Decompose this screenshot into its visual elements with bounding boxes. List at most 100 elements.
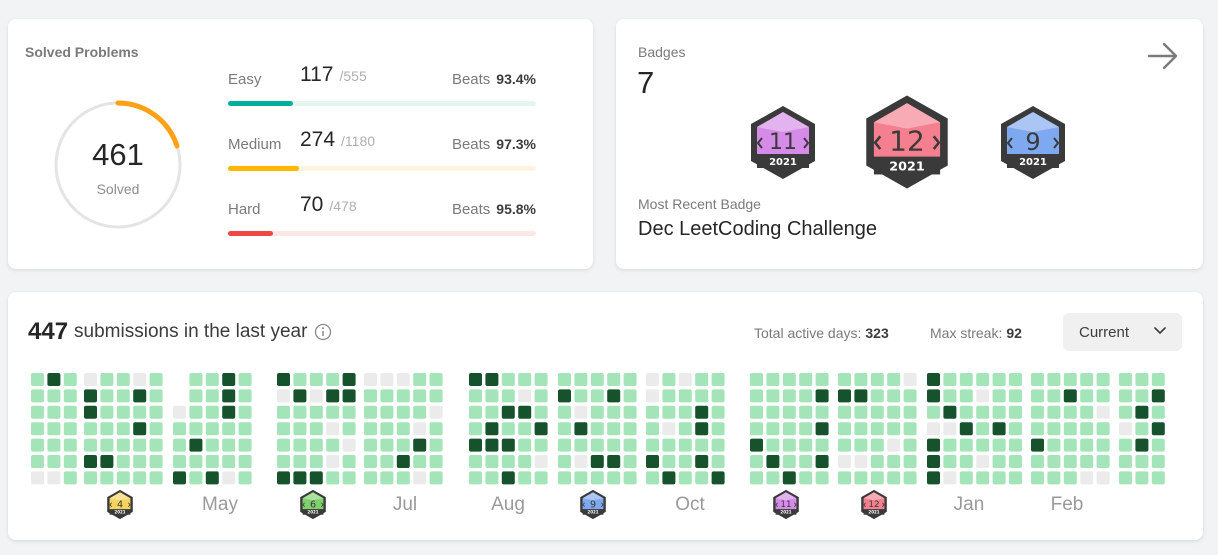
calendar-day-cell [959,471,973,485]
calendar-day-cell [976,438,990,452]
calendar-day-cell [662,422,676,436]
calendar-day-cell [903,389,917,403]
arrow-right-icon[interactable] [1146,41,1180,71]
calendar-day-cell [238,422,252,436]
calendar-day-cell [927,471,940,485]
badge-11[interactable]: 11 2021 [748,104,818,181]
calendar-day-cell [558,438,571,452]
calendar-day-cell [364,471,377,485]
calendar-day-cell [1119,389,1132,403]
calendar-day-cell [927,438,940,452]
calendar-day-cell [238,455,252,468]
calendar-day-cell [607,373,621,386]
calendar-day-cell [590,422,604,436]
calendar-day-cell [943,373,957,386]
calendar-day-cell [293,471,307,485]
badge-number: 9 [590,500,596,511]
calendar-day-cell [943,438,957,452]
calendar-day-cell [646,455,659,468]
calendar-day-cell [342,471,356,485]
calendar-day-cell [1135,471,1149,485]
calendar-day-cell [992,389,1006,403]
calendar-day-cell [100,373,114,386]
calendar-day-cell [1119,373,1132,386]
solved-label: Solved [96,181,140,197]
calendar-day-cell [396,422,410,436]
calendar-day-cell [116,405,130,419]
difficulty-easy: Easy 117/555 Beats 93.4% [228,63,538,119]
calendar-day-cell [1047,373,1061,386]
calendar-day-cell [590,455,604,468]
calendar-day-cell [364,422,377,436]
calendar-day-cell [662,389,676,403]
calendar-day-cell [678,405,692,419]
calendar-day-cell [750,422,763,436]
calendar-day-cell [678,373,692,386]
calendar-day-cell [149,438,163,452]
calendar-day-cell [277,405,290,419]
calendar-day-cell [1096,455,1110,468]
calendar-day-cell [116,471,130,485]
calendar-day-cell [815,471,829,485]
calendar-day-cell [277,422,290,436]
beats-label: Beats [451,71,491,88]
calendar-day-cell [63,455,77,468]
calendar-day-cell [100,422,114,436]
calendar-day-cell [133,422,147,436]
calendar-day-cell [854,422,868,436]
badge-number: 12 [889,125,925,158]
calendar-day-cell [149,471,163,485]
calendar-day-cell [782,422,796,436]
calendar-day-cell [84,405,97,419]
year-dropdown[interactable]: Current [1063,313,1182,351]
beats-value: 93.4% [496,71,536,87]
calendar-day-cell [380,373,394,386]
calendar-day-cell [590,438,604,452]
calendar-day-cell [277,471,290,485]
calendar-day-cell [518,389,532,403]
calendar-day-cell [469,389,482,403]
calendar-day-cell [903,438,917,452]
badge-year: 2021 [780,510,791,515]
calendar-day-cell [149,373,163,386]
calendar-day-cell [149,389,163,403]
badge-number: 11 [769,130,797,155]
calendar-day-cell [574,471,588,485]
calendar-day-cell [100,438,114,452]
calendar-day-cell [534,405,548,419]
calendar-day-cell [838,373,851,386]
calendar-day-cell [326,455,340,468]
calendar-day-cell [429,405,443,419]
calendar-day-cell [558,471,571,485]
calendar-day-cell [31,455,44,468]
calendar-day-cell [380,455,394,468]
calendar-day-cell [205,438,219,452]
calendar-day-cell [469,438,482,452]
calendar-day-cell [469,373,482,386]
calendar-day-cell [364,405,377,419]
calendar-day-cell [47,471,61,485]
info-icon[interactable] [314,323,332,341]
calendar-day-cell [1151,373,1165,386]
calendar-day-cell [766,422,780,436]
calendar-day-cell [838,405,851,419]
calendar-day-cell [429,471,443,485]
calendar-day-cell [205,405,219,419]
calendar-day-cell [646,422,659,436]
calendar-day-cell [1135,405,1149,419]
difficulty-total: /1180 [341,133,376,149]
calendar-day-cell [607,438,621,452]
calendar-day-cell [607,455,621,468]
calendar-day-cell [380,471,394,485]
calendar-day-cell [63,422,77,436]
difficulty-solved: 274 [300,128,336,151]
calendar-day-cell [1119,438,1132,452]
calendar-day-cell [1047,389,1061,403]
recent-badge-name[interactable]: Dec LeetCoding Challenge [638,218,878,240]
calendar-day-cell [799,373,813,386]
difficulty-total: /478 [329,198,357,214]
calendar-day-cell [854,471,868,485]
